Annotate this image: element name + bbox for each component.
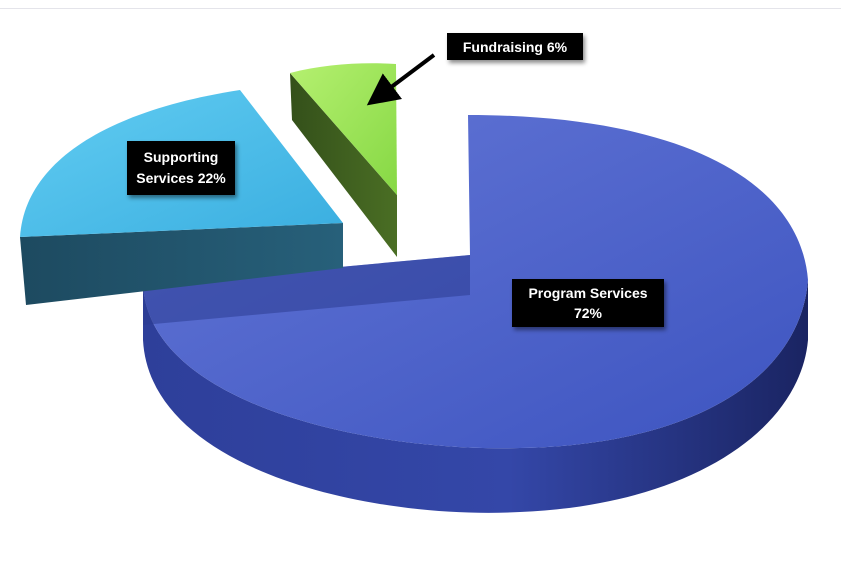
- slice-fundraising-side: [290, 73, 397, 257]
- slice-program-services: [143, 115, 808, 513]
- label-program-services-line-1: Program Services: [528, 285, 647, 301]
- fundraising-callout-arrow: [366, 53, 436, 106]
- slice-program-services-edge: [143, 255, 470, 325]
- label-supporting-services-line-1: Supporting: [144, 149, 219, 165]
- label-program-services: Program Services 72%: [512, 279, 664, 327]
- slice-supporting-services-side: [20, 223, 343, 305]
- label-supporting-services: Supporting Services 22%: [127, 141, 235, 195]
- top-border-line: [0, 8, 841, 9]
- label-fundraising: Fundraising 6%: [447, 33, 583, 60]
- label-program-services-line-2: 72%: [574, 305, 603, 321]
- slice-program-services-side: [143, 280, 808, 513]
- label-fundraising-line-1: Fundraising 6%: [463, 39, 568, 55]
- label-supporting-services-line-2: Services 22%: [136, 170, 226, 186]
- slice-program-services-top: [143, 115, 808, 449]
